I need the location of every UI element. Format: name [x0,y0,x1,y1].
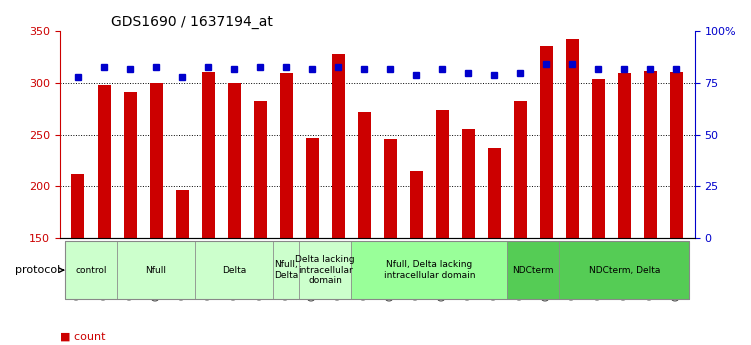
Bar [670,72,683,345]
Bar [410,171,423,345]
Bar [462,129,475,345]
FancyBboxPatch shape [559,241,689,299]
Bar [644,71,657,345]
Text: protocol: protocol [15,265,64,275]
FancyBboxPatch shape [351,241,508,299]
Bar [279,73,293,345]
FancyBboxPatch shape [117,241,195,299]
Text: Delta: Delta [222,266,246,275]
Bar [592,79,605,345]
Text: ■ count: ■ count [60,332,106,342]
FancyBboxPatch shape [65,241,117,299]
Bar [436,110,449,345]
Text: Delta lacking
intracellular
domain: Delta lacking intracellular domain [295,255,355,285]
Text: NDCterm: NDCterm [513,266,554,275]
Bar [176,190,189,345]
Bar [488,148,501,345]
Bar [98,85,110,345]
Bar [332,54,345,345]
Bar [306,138,318,345]
Bar [618,73,631,345]
FancyBboxPatch shape [508,241,559,299]
Bar [201,72,215,345]
Bar [566,39,579,345]
Bar [384,139,397,345]
Text: control: control [75,266,107,275]
Text: Nfull: Nfull [146,266,167,275]
Text: GDS1690 / 1637194_at: GDS1690 / 1637194_at [110,15,273,29]
FancyBboxPatch shape [195,241,273,299]
Bar [123,92,137,345]
Text: NDCterm, Delta: NDCterm, Delta [589,266,660,275]
Bar [357,112,371,345]
Bar [149,83,162,345]
Bar [228,83,240,345]
Text: Nfull,
Delta: Nfull, Delta [274,260,298,280]
FancyBboxPatch shape [299,241,351,299]
FancyBboxPatch shape [273,241,299,299]
Bar [71,174,85,345]
Text: Nfull, Delta lacking
intracellular domain: Nfull, Delta lacking intracellular domai… [384,260,475,280]
Bar [254,101,267,345]
Bar [540,46,553,345]
Bar [514,101,526,345]
